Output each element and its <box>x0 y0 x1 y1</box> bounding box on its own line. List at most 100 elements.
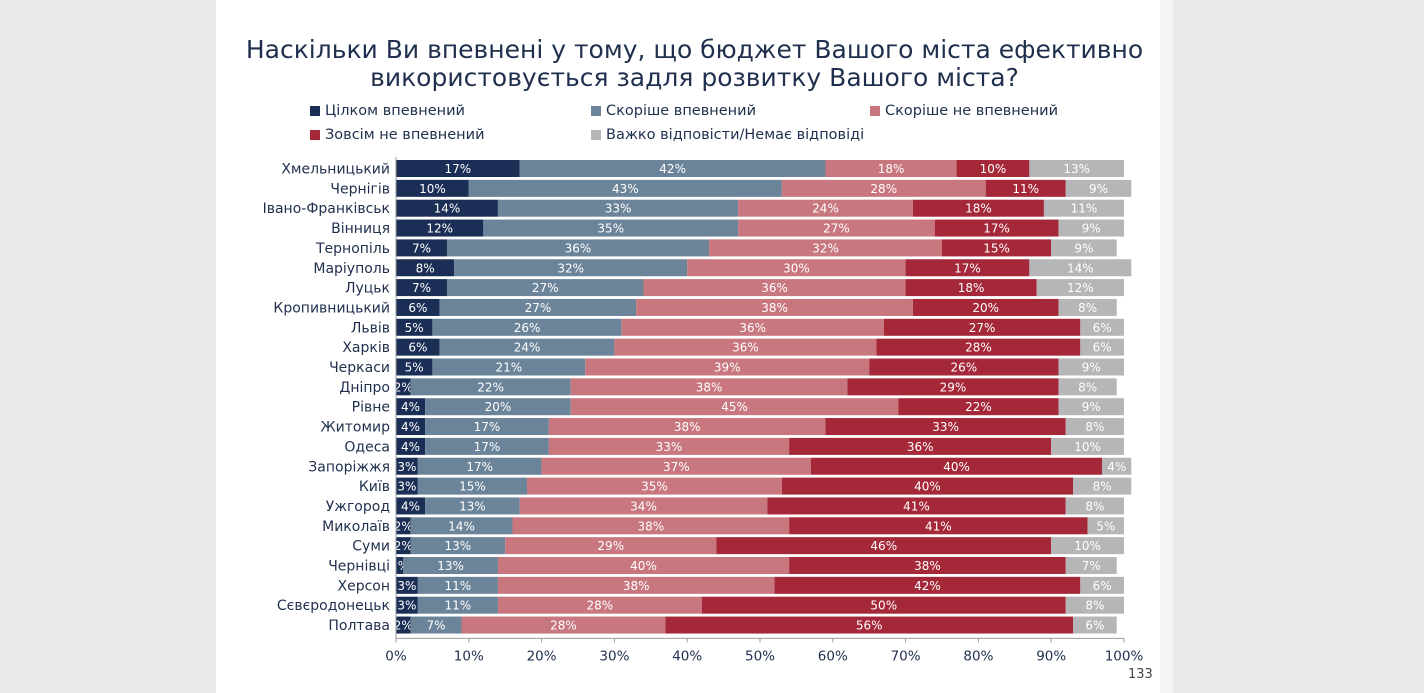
data-label: 2% <box>394 539 413 553</box>
bar-segment <box>934 219 1059 237</box>
bar-segment <box>396 596 418 614</box>
legend-label-no-answer: Важко відповісти/Немає відповіді <box>606 127 865 143</box>
data-label: 9% <box>1082 400 1101 414</box>
bar-segment <box>883 318 1081 336</box>
x-tick-label: 30% <box>599 648 629 664</box>
data-label: 2% <box>394 519 413 533</box>
bar-segment <box>789 517 1088 535</box>
bar-segment <box>738 199 913 217</box>
bar-segment <box>636 298 913 316</box>
data-label: 38% <box>623 579 650 593</box>
data-label: 29% <box>940 380 967 394</box>
bar-segment <box>410 517 513 535</box>
data-label: 4% <box>1107 460 1126 474</box>
data-label: 24% <box>514 341 541 355</box>
data-label: 11% <box>445 599 472 613</box>
data-label: 46% <box>870 539 897 553</box>
data-label: 11% <box>1012 182 1039 196</box>
bar-segment <box>396 259 455 277</box>
data-label: 40% <box>943 460 970 474</box>
data-label: 32% <box>557 261 584 275</box>
data-label: 42% <box>659 162 686 176</box>
legend-label-not-at-all: Зовсім не впевнений <box>325 127 485 143</box>
x-tick-label: 50% <box>745 648 775 664</box>
data-label: 10% <box>1074 440 1101 454</box>
bar-segment <box>425 437 549 455</box>
bar-segment <box>396 378 411 396</box>
legend-swatch-full <box>310 106 320 116</box>
data-label: 36% <box>565 241 592 255</box>
category-label: Ужгород <box>326 499 390 515</box>
data-label: 11% <box>1071 202 1098 216</box>
data-label: 39% <box>714 361 741 375</box>
legend-label-rather-not: Скоріше не впевнений <box>885 103 1059 119</box>
bar-segment <box>1073 477 1132 495</box>
bar-segment <box>738 219 935 237</box>
category-label: Чернівці <box>328 559 390 575</box>
data-label: 7% <box>412 241 431 255</box>
bar-segment <box>905 259 1030 277</box>
bar-segment <box>1102 457 1132 475</box>
bar-segment <box>541 457 811 475</box>
category-label: Хмельницький <box>281 162 390 178</box>
bar-segment <box>905 279 1037 297</box>
data-label: 14% <box>448 519 475 533</box>
bar-segment <box>417 477 528 495</box>
data-label: 5% <box>405 321 424 335</box>
bar-segment <box>468 179 782 197</box>
data-label: 6% <box>1093 321 1112 335</box>
data-label: 33% <box>605 202 632 216</box>
legend-swatch-no-answer <box>591 130 601 140</box>
data-label: 6% <box>1085 619 1104 633</box>
data-label: 27% <box>823 222 850 236</box>
category-label: Кропивницький <box>273 300 390 316</box>
data-label: 3% <box>397 599 416 613</box>
data-label: 27% <box>525 301 552 315</box>
data-label: 35% <box>597 222 624 236</box>
data-label: 12% <box>426 222 453 236</box>
bar-segment <box>410 616 462 634</box>
bar-segment <box>497 596 702 614</box>
bar-segment <box>548 418 826 436</box>
bar-segment <box>774 576 1081 594</box>
data-label: 24% <box>812 202 839 216</box>
data-label: 32% <box>812 241 839 255</box>
bar-segment <box>1058 378 1117 396</box>
bar-segment <box>396 298 440 316</box>
category-label: Черкаси <box>329 360 390 376</box>
bar-segment <box>570 378 848 396</box>
bar-segment <box>396 358 433 376</box>
bar-segment <box>1036 279 1124 297</box>
data-label: 36% <box>739 321 766 335</box>
bar-segment <box>1065 596 1124 614</box>
category-label: Запоріжжя <box>308 459 390 475</box>
data-label: 27% <box>532 281 559 295</box>
bar-segment <box>548 437 790 455</box>
data-label: 18% <box>958 281 985 295</box>
category-label: Івано-Франківськ <box>263 201 390 217</box>
bar-segment <box>1058 298 1117 316</box>
data-label: 17% <box>466 460 493 474</box>
data-label: 33% <box>932 420 959 434</box>
category-label: Полтава <box>328 618 390 634</box>
bar-segment <box>876 338 1081 356</box>
data-label: 56% <box>856 619 883 633</box>
bar-segment <box>1029 259 1132 277</box>
category-label: Миколаїв <box>322 519 390 535</box>
bar-segment <box>396 418 426 436</box>
bar-segment <box>687 259 906 277</box>
bar-segment <box>1058 358 1124 376</box>
data-label: 3% <box>397 460 416 474</box>
data-label: 6% <box>408 341 427 355</box>
data-label: 4% <box>401 400 420 414</box>
category-label: Львів <box>351 320 390 336</box>
bar-segment <box>396 160 520 177</box>
x-tick-label: 40% <box>672 648 702 664</box>
data-label: 4% <box>401 420 420 434</box>
data-label: 9% <box>1082 222 1101 236</box>
bar-segment <box>767 497 1066 515</box>
bar-segment <box>396 616 411 634</box>
data-label: 28% <box>870 182 897 196</box>
bar-segment <box>396 398 426 416</box>
legend-swatch-rather-not <box>870 106 880 116</box>
